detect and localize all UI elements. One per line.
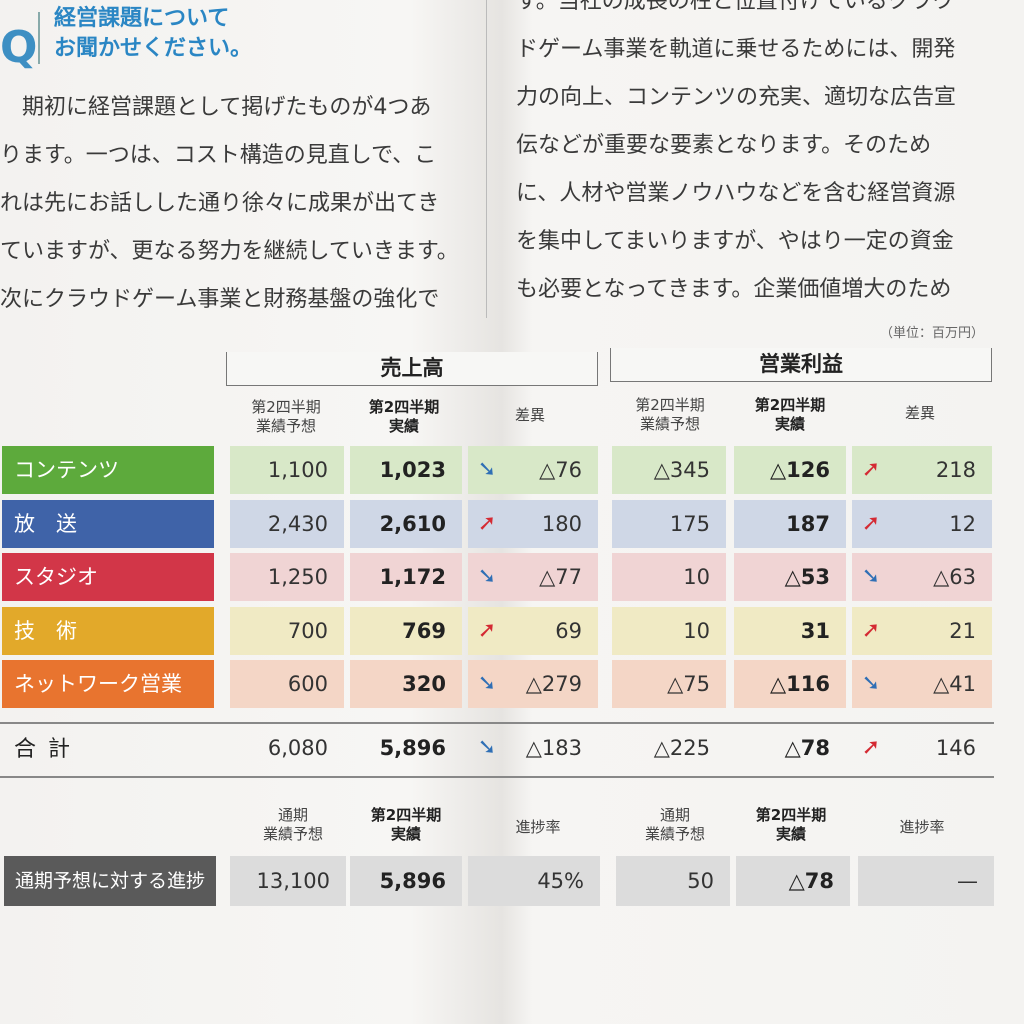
arrow-up-icon: ➚ bbox=[477, 618, 497, 643]
arrow-down-icon: ➘ bbox=[861, 564, 881, 589]
left-paragraph: 期初に経営課題として掲げたものが4つあ ります。一つは、コスト構造の見直しで、こ… bbox=[0, 84, 470, 324]
cell-s_diff: 180 bbox=[468, 500, 598, 548]
cell-p_diff: 21 bbox=[852, 607, 992, 655]
cell-p_fc: 10 bbox=[612, 607, 726, 655]
progress-profit-rate: — bbox=[858, 856, 994, 906]
left-line: 期初に経営課題として掲げたものが4つあ bbox=[0, 95, 432, 120]
arrow-down-icon: ➘ bbox=[477, 564, 497, 589]
cell-s_ac: 1,172 bbox=[350, 553, 462, 601]
total-p_diff: 146 bbox=[935, 736, 976, 760]
right-line: も必要となってきます。企業価値増大のため bbox=[516, 277, 952, 302]
question-title-line2: お聞かせください。 bbox=[54, 36, 253, 61]
arrow-down-icon: ➘ bbox=[477, 735, 497, 760]
total-s_fc: 6,080 bbox=[267, 736, 328, 760]
row-label-network: ネットワーク営業 bbox=[2, 660, 214, 708]
left-line: 次にクラウドゲーム事業と財務基盤の強化で bbox=[0, 287, 440, 312]
progress-header-sales-annual: 通期 業績予想 bbox=[262, 806, 323, 843]
cell-p_fc: △75 bbox=[612, 660, 726, 708]
cell-s_fc: 700 bbox=[230, 607, 344, 655]
col-header-sales-diff: 差異 bbox=[514, 406, 545, 424]
cell-s_diff: △76 bbox=[468, 446, 598, 494]
cell-p_fc: △345 bbox=[612, 446, 726, 494]
question-title: 経営課題について お聞かせください。 bbox=[54, 4, 252, 64]
total-p_fc: △225 bbox=[653, 736, 710, 760]
cell-s_fc: 1,100 bbox=[230, 446, 344, 494]
cell-s_ac: 2,610 bbox=[350, 500, 462, 548]
cell-p_diff: △41 bbox=[852, 660, 992, 708]
right-paragraph: す。当社の成長の柱と位置付けているクラウ ドゲーム事業を軌道に乗せるためには、開… bbox=[516, 0, 996, 314]
arrow-up-icon: ➚ bbox=[861, 735, 881, 760]
arrow-down-icon: ➘ bbox=[861, 671, 881, 696]
progress-profit-annual: 50 bbox=[616, 856, 730, 906]
arrow-up-icon: ➚ bbox=[861, 457, 881, 482]
total-top-rule bbox=[0, 722, 994, 724]
cell-p_fc: 175 bbox=[612, 500, 726, 548]
right-line: 力の向上、コンテンツの充実、適切な広告宣 bbox=[516, 85, 957, 110]
progress-sales-actual: 5,896 bbox=[350, 856, 462, 906]
unit-note: （単位：百万円） bbox=[880, 326, 985, 341]
cell-p_ac: △126 bbox=[734, 446, 846, 494]
cell-p_ac: 187 bbox=[734, 500, 846, 548]
cell-s_diff: 69 bbox=[468, 607, 598, 655]
cell-s_ac: 1,023 bbox=[350, 446, 462, 494]
question-title-line1: 経営課題について bbox=[54, 6, 230, 31]
arrow-up-icon: ➚ bbox=[861, 511, 881, 536]
arrow-up-icon: ➚ bbox=[861, 618, 881, 643]
total-s_diff: △183 bbox=[525, 736, 582, 760]
row-label-broadcast: 放 送 bbox=[2, 500, 214, 548]
cell-p_ac: 31 bbox=[734, 607, 846, 655]
cell-p_fc: 10 bbox=[612, 553, 726, 601]
profit-group-header: 営業利益 bbox=[610, 348, 992, 382]
row-label-tech: 技 術 bbox=[2, 607, 214, 655]
cell-s_fc: 2,430 bbox=[230, 500, 344, 548]
col-header-profit-actual: 第2四半期 実績 bbox=[754, 396, 826, 433]
total-label: 合計 bbox=[14, 737, 83, 762]
cell-s_ac: 769 bbox=[350, 607, 462, 655]
right-line: を集中してまいりますが、やはり一定の資金 bbox=[516, 229, 954, 254]
sales-group-header: 売上高 bbox=[226, 352, 598, 386]
cell-p_diff: 12 bbox=[852, 500, 992, 548]
left-line: ていますが、更なる努力を継続していきます。 bbox=[0, 239, 459, 264]
row-label-studio: スタジオ bbox=[2, 553, 214, 601]
column-divider bbox=[486, 0, 487, 318]
col-header-profit-forecast: 第2四半期 業績予想 bbox=[635, 396, 705, 433]
cell-p_diff: 218 bbox=[852, 446, 992, 494]
right-line: に、人材や営業ノウハウなどを含む経営資源 bbox=[516, 181, 956, 206]
cell-s_diff: △279 bbox=[468, 660, 598, 708]
left-line: れは先にお話しした通り徐々に成果が出てき bbox=[0, 191, 440, 216]
left-line: ります。一つは、コスト構造の見直しで、こ bbox=[0, 143, 437, 168]
progress-header-sales-actual: 第2四半期 実績 bbox=[370, 806, 442, 843]
progress-header-profit-annual: 通期 業績予想 bbox=[644, 806, 705, 843]
q-divider bbox=[38, 12, 40, 64]
cell-s_fc: 600 bbox=[230, 660, 344, 708]
row-label-contents: コンテンツ bbox=[2, 446, 214, 494]
right-line: 伝などが重要な要素となります。そのため bbox=[516, 133, 932, 158]
progress-sales-annual: 13,100 bbox=[230, 856, 346, 906]
arrow-up-icon: ➚ bbox=[477, 511, 497, 536]
col-header-sales-actual: 第2四半期 実績 bbox=[368, 398, 440, 435]
cell-s_fc: 1,250 bbox=[230, 553, 344, 601]
cell-p_ac: △116 bbox=[734, 660, 846, 708]
total-bottom-rule bbox=[0, 776, 994, 778]
arrow-down-icon: ➘ bbox=[477, 671, 497, 696]
progress-header-profit-rate: 進捗率 bbox=[899, 818, 945, 836]
col-header-sales-forecast: 第2四半期 業績予想 bbox=[251, 398, 321, 435]
cell-s_diff: △77 bbox=[468, 553, 598, 601]
total-s_ac: 5,896 bbox=[379, 736, 446, 760]
progress-header-sales-rate: 進捗率 bbox=[515, 818, 561, 836]
progress-label: 通期予想に対する進捗 bbox=[4, 856, 216, 906]
progress-header-profit-actual: 第2四半期 実績 bbox=[755, 806, 827, 843]
right-line: ドゲーム事業を軌道に乗せるためには、開発 bbox=[516, 37, 956, 62]
right-line: す。当社の成長の柱と位置付けているクラウ bbox=[516, 0, 954, 14]
q-mark: Q bbox=[0, 22, 38, 73]
col-header-profit-diff: 差異 bbox=[904, 404, 935, 422]
cell-p_diff: △63 bbox=[852, 553, 992, 601]
progress-profit-actual: △78 bbox=[736, 856, 850, 906]
cell-p_ac: △53 bbox=[734, 553, 846, 601]
arrow-down-icon: ➘ bbox=[477, 457, 497, 482]
progress-sales-rate: 45% bbox=[468, 856, 600, 906]
cell-s_ac: 320 bbox=[350, 660, 462, 708]
total-p_ac: △78 bbox=[784, 736, 830, 760]
